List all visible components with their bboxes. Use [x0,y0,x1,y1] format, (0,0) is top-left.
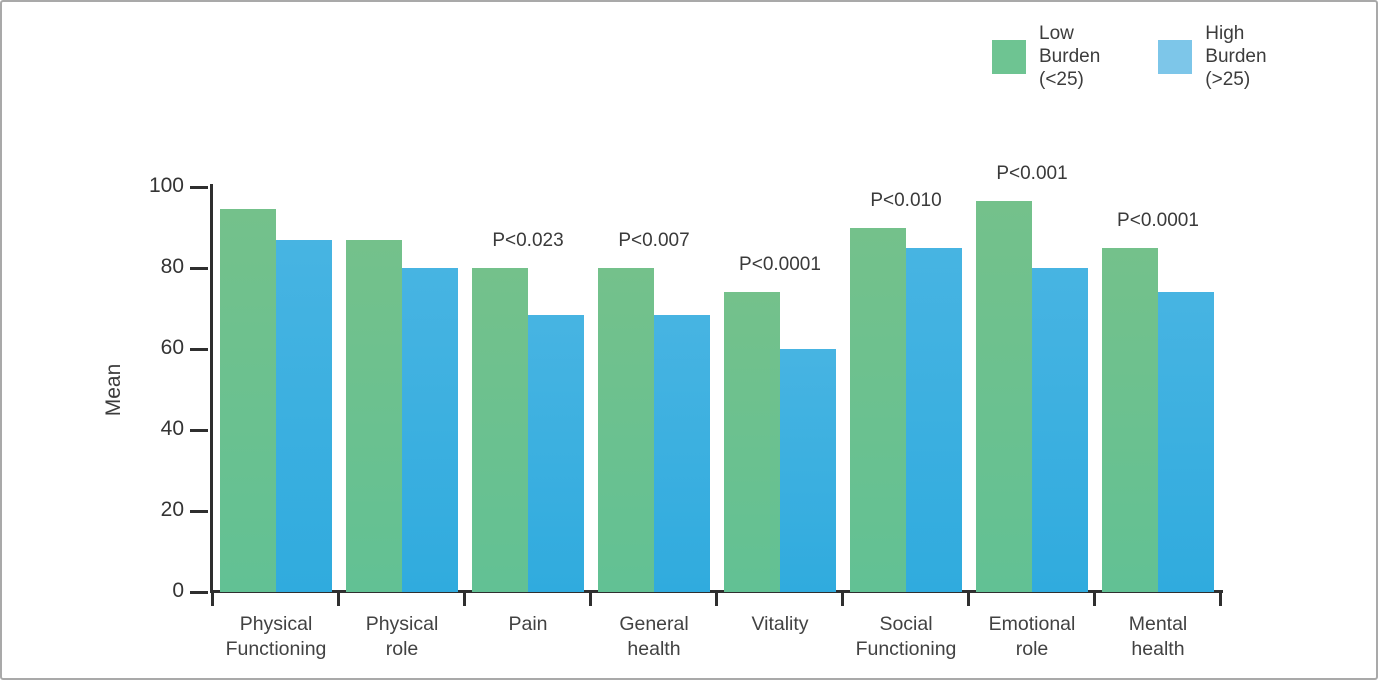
bar-low-burden-8 [1102,247,1158,592]
bar-high-burden-4 [654,314,710,592]
legend: Low Burden (<25) High Burden (>25) [992,22,1267,91]
bar-low-burden-7 [976,201,1032,592]
bar-low-burden-6 [850,227,906,592]
pvalue-annotation: P<0.001 [996,163,1068,185]
pvalue-annotation: P<0.023 [492,230,564,251]
y-tick-mark [190,428,208,432]
y-axis-line [210,184,213,593]
legend-label-high-burden: High Burden (>25) [1205,23,1267,90]
x-tick-mark [1093,591,1096,606]
bar-low-burden-1 [220,209,276,592]
y-tick-label: 100 [148,174,184,197]
x-category-label: Mental health [1128,613,1188,660]
y-tick-mark [190,185,208,189]
bar-low-burden-4 [598,268,654,592]
bar-high-burden-1 [276,239,332,592]
y-tick-mark [190,590,208,594]
y-tick-mark [190,347,208,351]
bar-low-burden-2 [346,239,402,592]
legend-swatch-high-burden [1158,39,1193,74]
x-category-label: Pain [508,613,548,635]
x-category-label: Physical role [365,613,439,660]
x-tick-mark [1219,591,1222,606]
y-tick-label: 60 [160,336,184,359]
legend-label-low-burden: Low Burden (<25) [1039,23,1101,90]
bar-low-burden-5 [724,292,780,592]
x-category-label: Vitality [751,613,809,635]
x-category-label: Emotional role [988,613,1076,660]
bar-high-burden-3 [528,314,584,592]
legend-swatch-low-burden [992,39,1026,74]
y-tick-label: 20 [160,498,184,521]
x-tick-mark [463,591,466,606]
y-tick-label: 80 [160,255,184,278]
x-tick-mark [589,591,592,606]
bar-low-burden-3 [472,268,528,592]
legend-item-low-burden: Low Burden (<25) [992,22,1100,91]
y-tick-label: 0 [172,579,184,602]
bar-high-burden-2 [402,268,458,592]
x-category-label: Social Functioning [855,613,957,660]
pvalue-annotation: P<0.007 [618,230,690,251]
legend-item-high-burden: High Burden (>25) [1158,22,1267,91]
pvalue-annotation: P<0.0001 [1117,209,1199,231]
x-category-label: General health [619,613,689,660]
x-tick-mark [967,591,970,606]
bar-high-burden-6 [906,247,962,592]
bar-high-burden-5 [780,349,836,592]
bar-high-burden-8 [1158,292,1214,592]
x-tick-mark [337,591,340,606]
pvalue-annotation: P<0.0001 [739,254,821,276]
x-tick-mark [841,591,844,606]
x-tick-mark [715,591,718,606]
y-tick-mark [190,266,208,270]
pvalue-annotation: P<0.010 [870,189,942,211]
x-category-label: Physical Functioning [225,613,327,660]
y-tick-label: 40 [160,417,184,440]
x-tick-mark [211,591,214,606]
y-tick-mark [190,509,208,513]
bar-high-burden-7 [1032,268,1088,592]
